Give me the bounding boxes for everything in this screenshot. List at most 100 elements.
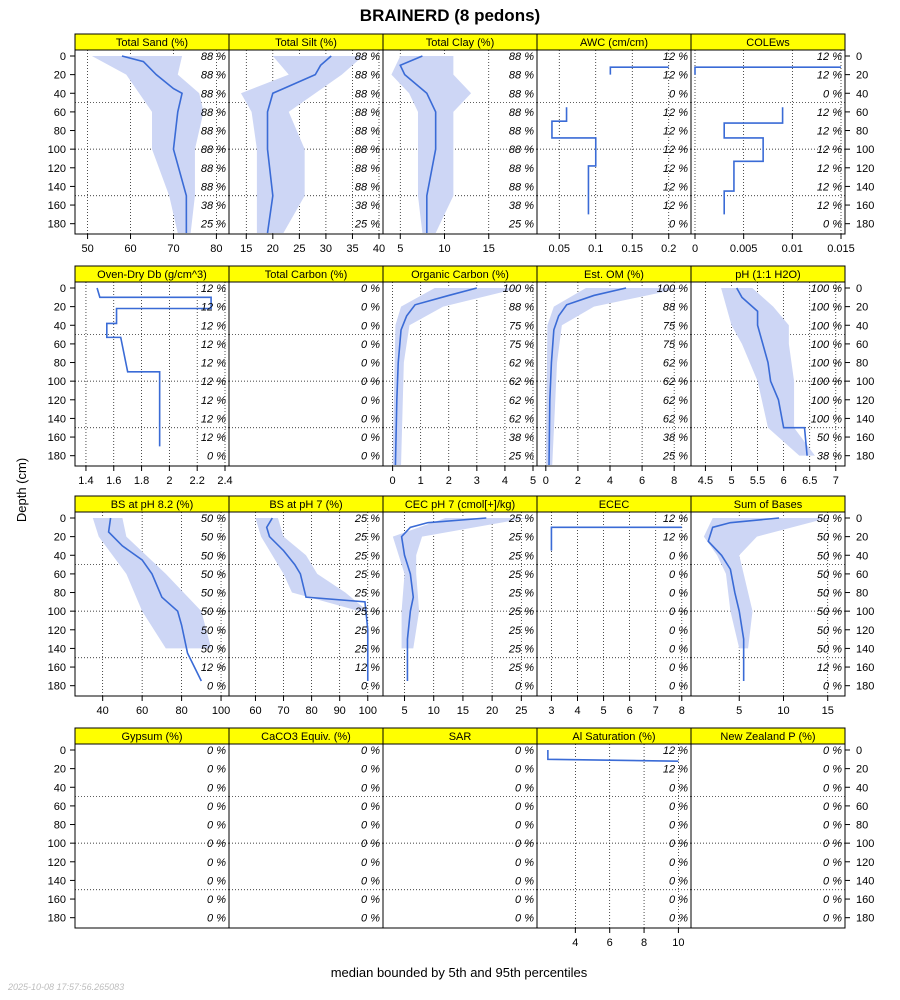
y-tick-label-left: 180 [48, 451, 66, 463]
panel: SAR 0 % 0 % 0 % 0 % 0 % 0 % 0 % 0 % 0 % 0 % [382, 727, 538, 929]
pct-label: 88 % [355, 107, 380, 119]
panel: Gypsum (%) 0 % 0 % 0 % 0 % 0 % 0 % 0 % 0 % 0 % 0 % [74, 727, 230, 929]
pct-label: 0 % [669, 782, 688, 794]
x-tick-label: 0 [543, 475, 549, 487]
pct-label: 38 % [509, 200, 534, 212]
pct-label: 0 % [207, 875, 226, 887]
y-tick-label-left: 100 [48, 838, 66, 850]
pct-label: 0 % [207, 801, 226, 813]
panel-strip-label: New Zealand P (%) [720, 731, 815, 743]
x-tick-label: 70 [277, 705, 289, 717]
pct-label: 12 % [663, 532, 688, 544]
panel-border [690, 511, 846, 697]
y-tick-label-left: 20 [54, 532, 66, 544]
x-tick-label: 4 [502, 475, 508, 487]
pct-label: 0 % [515, 820, 534, 832]
pct-label: 50 % [817, 643, 842, 655]
pct-label: 25 % [508, 662, 534, 674]
y-tick-label-right: 80 [856, 588, 868, 600]
y-tick-label-right: 120 [856, 857, 874, 869]
panel: Total Silt (%) 88 % 88 % 88 % 88 % 88 % 88 % 88… [228, 33, 385, 255]
y-tick-label-right: 180 [856, 451, 874, 463]
pct-label: 100 % [811, 395, 842, 407]
pct-label: 100 % [811, 376, 842, 388]
y-tick-label-left: 120 [48, 857, 66, 869]
panel-border [382, 743, 538, 929]
pct-label: 0 % [515, 875, 534, 887]
x-tick-label: 100 [212, 705, 230, 717]
panel: CaCO3 Equiv. (%) 0 % 0 % 0 % 0 % 0 % 0 % 0 % 0 %… [228, 727, 384, 929]
panel: pH (1:1 H2O) 100 % 100 % 100 % 100 % 100 % 100… [690, 265, 846, 487]
pct-label: 12 % [201, 662, 226, 674]
pct-label: 50 % [817, 532, 842, 544]
pct-label: 25 % [200, 219, 226, 231]
pct-label: 12 % [201, 283, 226, 295]
x-tick-label: 25 [293, 243, 305, 255]
pct-label: 25 % [508, 513, 534, 525]
panel: CEC pH 7 (cmol[+]/kg) 25 % 25 % 25 % 25 % 25 … [382, 495, 538, 717]
x-axis-label: median bounded by 5th and 95th percentil… [331, 965, 588, 980]
x-tick-label: 6.5 [802, 475, 817, 487]
pct-label: 100 % [811, 339, 842, 351]
y-tick-label-right: 20 [856, 70, 868, 82]
pct-label: 88 % [355, 51, 380, 63]
pct-label: 62 % [509, 376, 534, 388]
pct-label: 0 % [361, 395, 380, 407]
panel: AWC (cm/cm) 12 % 12 % 0 % 12 % 12 % 12 % 12 % 12… [536, 33, 692, 255]
y-tick-label-left: 0 [60, 513, 66, 525]
pct-label: 0 % [207, 838, 226, 850]
pct-label: 0 % [669, 894, 688, 906]
pct-label: 0 % [515, 782, 534, 794]
pct-label: 25 % [354, 219, 380, 231]
x-tick-label: 8 [679, 705, 685, 717]
percentile-band [240, 56, 364, 233]
pct-label: 12 % [663, 144, 688, 156]
pct-label: 0 % [515, 801, 534, 813]
pct-label: 62 % [509, 395, 534, 407]
pct-label: 0 % [515, 913, 534, 925]
pct-label: 0 % [823, 875, 842, 887]
pct-label: 88 % [201, 181, 226, 193]
pct-label: 88 % [201, 107, 226, 119]
y-tick-label-left: 20 [54, 764, 66, 776]
pct-label: 0 % [669, 219, 688, 231]
pct-label: 50 % [201, 532, 226, 544]
pct-label: 0 % [361, 432, 380, 444]
y-tick-label-left: 160 [48, 894, 66, 906]
panel-border [690, 49, 846, 235]
panel-border [228, 281, 384, 467]
pct-label: 0 % [823, 801, 842, 813]
pct-label: 0 % [823, 894, 842, 906]
pct-label: 62 % [663, 358, 688, 370]
y-tick-label-right: 60 [856, 801, 868, 813]
pct-label: 50 % [817, 625, 842, 637]
percentile-band [545, 288, 683, 465]
pct-label: 100 % [811, 283, 842, 295]
x-tick-label: 4 [572, 937, 578, 949]
pct-label: 100 % [811, 320, 842, 332]
pct-label: 50 % [201, 588, 226, 600]
pct-label: 25 % [354, 625, 380, 637]
x-tick-label: 60 [124, 243, 136, 255]
pct-label: 0 % [207, 681, 226, 693]
pct-label: 12 % [663, 200, 688, 212]
pct-label: 0 % [361, 838, 380, 850]
pct-label: 25 % [508, 219, 534, 231]
y-tick-label-left: 100 [48, 144, 66, 156]
pct-label: 88 % [201, 163, 226, 175]
y-tick-label-left: 60 [54, 339, 66, 351]
y-tick-label-right: 100 [856, 144, 874, 156]
pct-label: 25 % [354, 588, 380, 600]
pct-label: 100 % [811, 358, 842, 370]
pct-label: 50 % [817, 513, 842, 525]
y-axis-label: Depth (cm) [14, 458, 29, 522]
pct-label: 88 % [663, 302, 688, 314]
percentile-band [391, 56, 472, 233]
y-tick-label-left: 160 [48, 432, 66, 444]
pct-label: 0 % [207, 745, 226, 757]
pct-label: 50 % [817, 569, 842, 581]
pct-label: 88 % [355, 144, 380, 156]
pct-label: 0 % [515, 838, 534, 850]
y-tick-label-right: 60 [856, 569, 868, 581]
